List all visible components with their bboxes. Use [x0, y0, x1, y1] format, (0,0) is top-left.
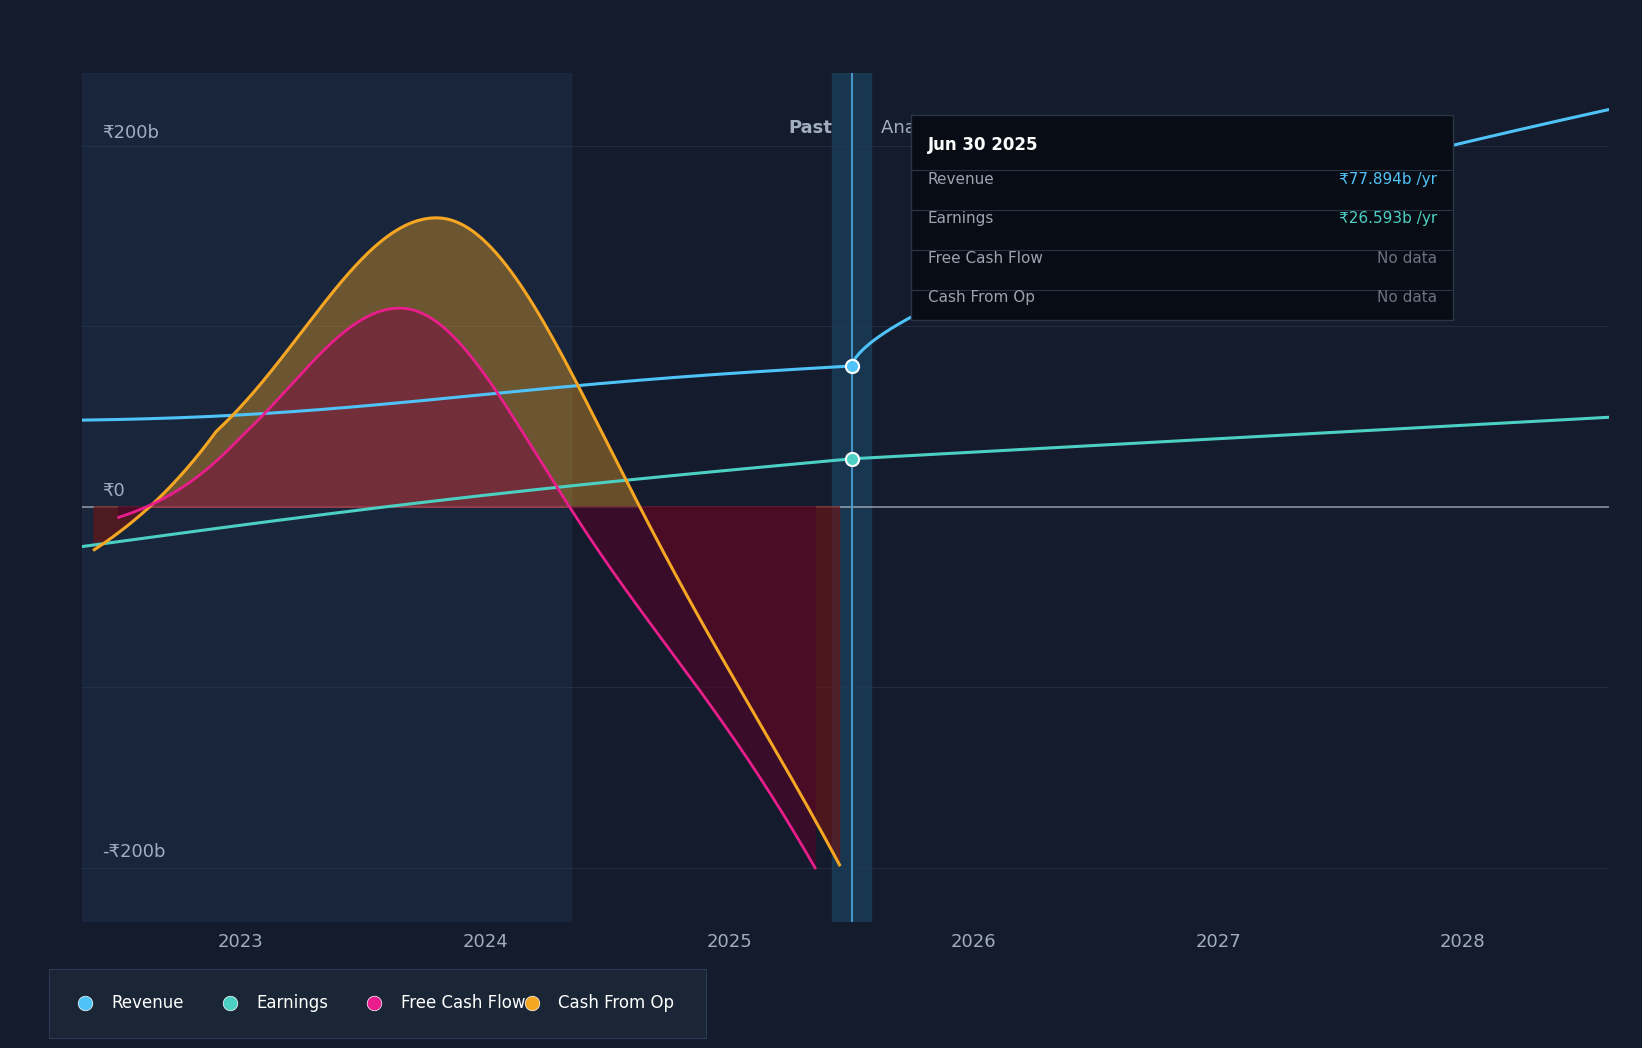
Text: Revenue: Revenue [112, 995, 184, 1012]
Text: Analysts Forecasts: Analysts Forecasts [882, 118, 1049, 136]
Text: Free Cash Flow: Free Cash Flow [928, 250, 1043, 266]
Text: ₹26.593b /yr: ₹26.593b /yr [1338, 211, 1437, 226]
Bar [82, 73, 571, 922]
Point [839, 451, 865, 467]
Text: ₹77.894b /yr: ₹77.894b /yr [1338, 172, 1437, 188]
Text: No data: No data [1376, 250, 1437, 266]
Text: Earnings: Earnings [928, 211, 993, 226]
Text: No data: No data [1376, 290, 1437, 305]
Text: Earnings: Earnings [256, 995, 328, 1012]
Text: Free Cash Flow: Free Cash Flow [401, 995, 525, 1012]
Text: Cash From Op: Cash From Op [558, 995, 675, 1012]
Text: Cash From Op: Cash From Op [928, 290, 1034, 305]
Text: Jun 30 2025: Jun 30 2025 [928, 136, 1038, 154]
Point [519, 996, 545, 1012]
Text: ₹0: ₹0 [102, 482, 125, 500]
Bar [832, 73, 872, 922]
Text: Past: Past [788, 118, 832, 136]
Point [839, 357, 865, 374]
Text: Revenue: Revenue [928, 172, 995, 188]
Point [217, 996, 243, 1012]
Text: ₹200b: ₹200b [102, 124, 159, 141]
Point [72, 996, 99, 1012]
Point [361, 996, 388, 1012]
Text: -₹200b: -₹200b [102, 843, 166, 860]
